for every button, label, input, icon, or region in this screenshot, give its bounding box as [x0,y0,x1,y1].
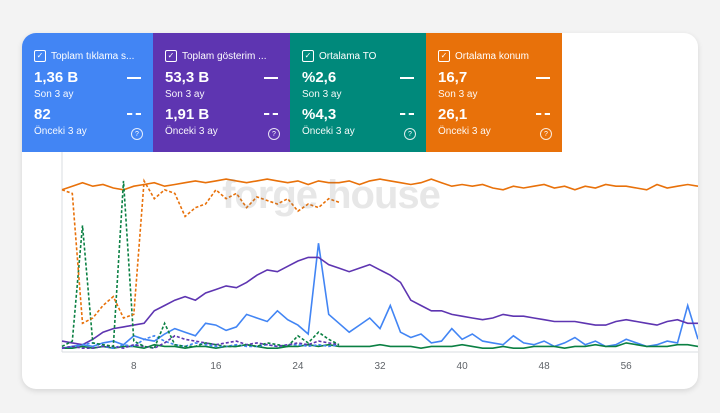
x-tick-labels: 8 16 24 32 40 48 56 [131,361,632,372]
metric-current-value: 1,36 B [34,69,79,86]
dashed-line-icon [127,113,141,115]
x-tick-label: 32 [374,361,386,372]
metric-previous-label: Önceki 3 ay [438,126,491,137]
x-tick-label: 48 [539,361,551,372]
help-icon[interactable]: ? [131,128,143,140]
metric-title: Ortalama TO [319,50,377,62]
metric-current-value: 16,7 [438,69,468,86]
metric-title: Toplam tıklama s... [51,50,135,62]
metric-previous-label: Önceki 3 ay [302,126,355,137]
series-line-7 [61,178,340,325]
dashed-line-icon [400,113,414,115]
metric-current-label: Son 3 ay [438,89,478,100]
metric-current-value: %2,6 [302,69,337,86]
series-line-5 [61,334,340,350]
x-tick-label: 56 [621,361,633,372]
dashed-line-icon [536,113,550,115]
x-tick-label: 40 [457,361,469,372]
solid-line-icon [127,77,141,79]
metric-current-label: Son 3 ay [34,89,74,100]
metric-tiles: ✓ Toplam tıklama s... 1,36 B Son 3 ay 82 … [22,33,562,152]
series-line-3 [61,178,698,191]
metric-title: Ortalama konum [455,50,529,62]
series-line-2 [62,342,698,350]
checkbox-icon[interactable]: ✓ [165,50,177,62]
checkbox-icon[interactable]: ✓ [302,50,314,62]
performance-card: ✓ Toplam tıklama s... 1,36 B Son 3 ay 82 … [22,33,698,389]
metric-tile-clicks[interactable]: ✓ Toplam tıklama s... 1,36 B Son 3 ay 82 … [22,33,153,152]
metric-tile-position[interactable]: ✓ Ortalama konum 16,7 Son 3 ay 26,1 Öncek… [426,33,562,152]
metric-title: Toplam gösterim ... [182,50,267,62]
x-tick-label: 24 [292,361,304,372]
series-line-4 [61,334,340,350]
series-line-0 [61,243,698,349]
metric-tile-impressions[interactable]: ✓ Toplam gösterim ... 53,3 B Son 3 ay 1,9… [153,33,290,152]
metric-current-label: Son 3 ay [165,89,205,100]
series-line-1 [61,256,698,346]
metric-previous-value: 1,91 B [165,106,210,123]
metric-previous-value: 26,1 [438,106,468,123]
x-tick-label: 16 [210,361,222,372]
metric-current-label: Son 3 ay [302,89,342,100]
metric-current-value: 53,3 B [165,69,210,86]
x-tick-label: 8 [131,361,137,372]
metric-previous-label: Önceki 3 ay [34,126,87,137]
help-icon[interactable]: ? [268,128,280,140]
metric-previous-value: 82 [34,106,51,123]
solid-line-icon [400,77,414,79]
series-line-6 [61,180,340,350]
metric-previous-label: Önceki 3 ay [165,126,218,137]
help-icon[interactable]: ? [540,128,552,140]
help-icon[interactable]: ? [404,128,416,140]
solid-line-icon [264,77,278,79]
series-layer [61,178,698,350]
performance-chart[interactable]: 8 16 24 32 40 48 56 [22,152,698,389]
metric-tile-ctr[interactable]: ✓ Ortalama TO %2,6 Son 3 ay %4,3 Önceki 3… [290,33,426,152]
metric-previous-value: %4,3 [302,106,337,123]
dashed-line-icon [264,113,278,115]
checkbox-icon[interactable]: ✓ [438,50,450,62]
solid-line-icon [536,77,550,79]
checkbox-icon[interactable]: ✓ [34,50,46,62]
watermark-logo: forge house [222,173,441,217]
